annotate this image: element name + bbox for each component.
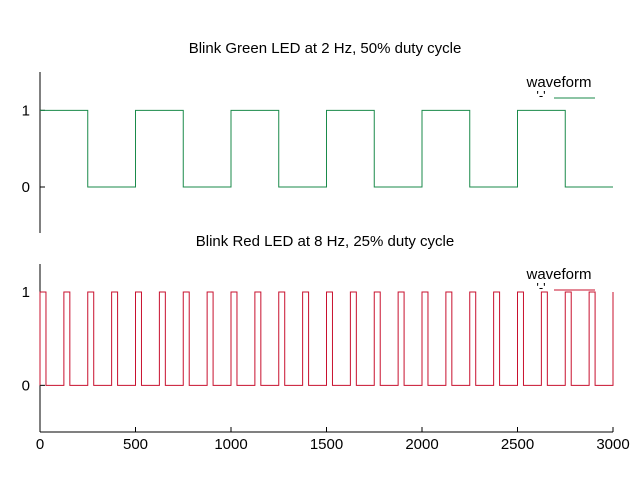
red-legend-title: waveform xyxy=(525,266,591,283)
red-x-tick-label: 500 xyxy=(123,436,148,453)
red-waveform-line xyxy=(39,291,614,386)
red-x-tick-label: 2500 xyxy=(501,436,534,453)
green-legend-title: waveform xyxy=(525,74,591,91)
green-legend-label: '-' xyxy=(536,88,545,103)
red-legend-label: '-' xyxy=(536,280,545,295)
red-x-tick-label: 2000 xyxy=(405,436,438,453)
green-y-tick-label: 0 xyxy=(22,179,30,196)
red-x-tick-label: 1000 xyxy=(214,436,247,453)
red-chart-title: Blink Red LED at 8 Hz, 25% duty cycle xyxy=(196,233,454,250)
red-x-tick-label: 0 xyxy=(36,436,44,453)
red-y-tick-label: 0 xyxy=(22,377,30,394)
green-chart-title: Blink Green LED at 2 Hz, 50% duty cycle xyxy=(189,40,462,57)
green-led-panel: Blink Green LED at 2 Hz, 50% duty cycle … xyxy=(22,40,613,233)
green-y-tick-label: 1 xyxy=(22,102,30,119)
red-led-panel: Blink Red LED at 8 Hz, 25% duty cycle 0 1… xyxy=(22,233,630,453)
red-y-tick-label: 1 xyxy=(22,284,30,301)
red-x-tick-label: 3000 xyxy=(596,436,629,453)
red-x-tick-label: 1500 xyxy=(310,436,343,453)
green-waveform-line xyxy=(40,109,613,188)
